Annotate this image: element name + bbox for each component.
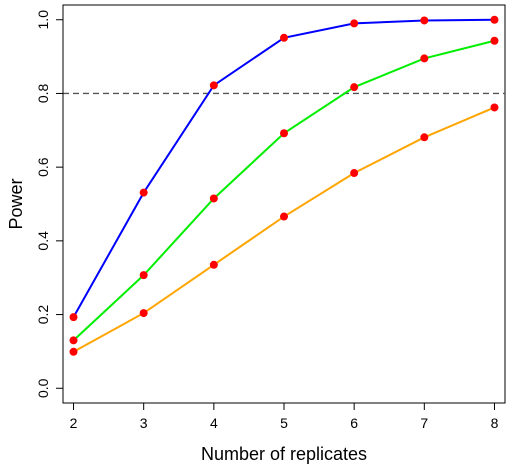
data-point-s1-x7 [420,16,429,25]
plot-frame [62,4,506,404]
series-line-3 [73,106,495,353]
x-tick-label: 3 [140,415,148,431]
data-point-s3-x8 [490,103,499,112]
data-point-s3-x4 [209,260,218,269]
x-tick-label: 6 [350,415,358,431]
data-point-s3-x2 [69,347,78,356]
x-tick-label: 8 [491,415,499,431]
data-point-s2-x3 [139,271,148,280]
data-point-s1-x3 [139,188,148,197]
y-tick-label: 0.2 [35,305,51,325]
data-point-s2-x4 [209,194,218,203]
data-point-s1-x5 [280,33,288,42]
data-point-s2-x8 [490,36,499,45]
y-tick-label: 0.4 [35,231,51,251]
data-point-s3-x5 [280,212,288,221]
y-tick-label: 0.8 [35,84,51,104]
y-tick-label: 0.0 [35,378,51,398]
data-point-s2-x5 [280,129,288,138]
data-point-s1-x4 [209,81,218,90]
x-tick-label: 4 [210,415,218,431]
data-point-s3-x6 [350,169,359,178]
y-tick-label: 1.0 [35,10,51,30]
x-tick-label: 2 [70,415,78,431]
data-point-s2-x7 [420,54,429,63]
data-point-s1-x6 [350,19,359,28]
y-tick-label: 0.6 [35,157,51,177]
data-point-s1-x2 [69,313,78,322]
y-axis-title: Power [6,178,26,229]
x-tick-label: 5 [280,415,288,431]
data-point-s3-x3 [139,309,148,318]
data-point-s3-x7 [420,133,429,142]
x-tick-label: 7 [420,415,428,431]
series-line-1 [72,18,495,318]
data-point-s1-x8 [490,15,499,24]
data-point-s2-x2 [69,336,78,345]
x-axis-title: Number of replicates [201,444,367,464]
data-point-s2-x6 [350,83,359,92]
series-line-2 [72,39,495,342]
